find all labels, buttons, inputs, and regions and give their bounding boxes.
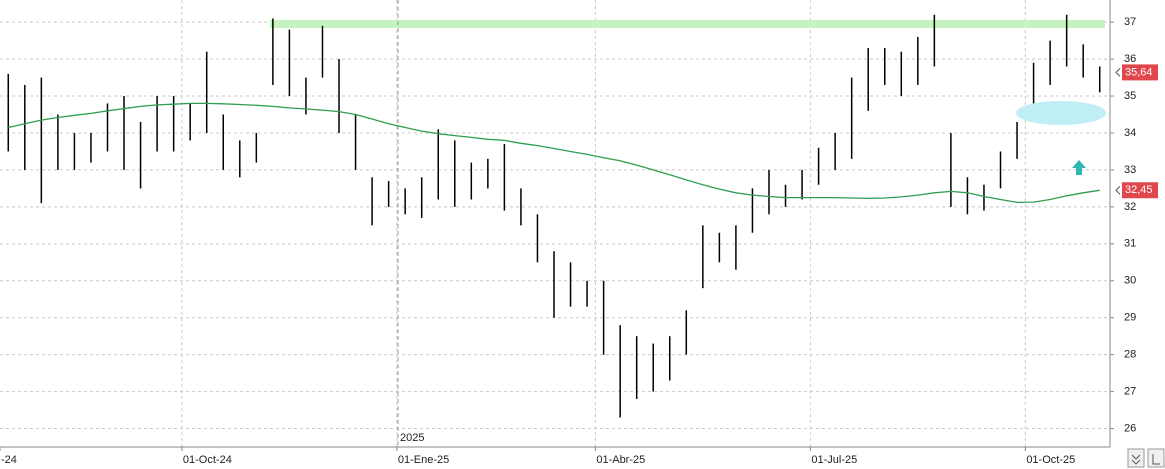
price-pointer	[1115, 185, 1121, 195]
x-tick-label: -24	[1, 454, 17, 466]
y-tick-label: 26	[1124, 422, 1136, 434]
year-label: 2025	[400, 432, 424, 444]
y-tick-label: 34	[1124, 127, 1136, 139]
axis-layer: 26 27 28 29 30 31 32 33 34 35 36 37 -24 01-Oct-24 01-E…	[0, 16, 1158, 466]
y-tick-label: 31	[1124, 238, 1136, 250]
price-label: 35,64	[1125, 66, 1153, 78]
highlight-ellipse	[1016, 101, 1106, 125]
price-label: 32,45	[1125, 184, 1153, 196]
scroll-button[interactable]	[1127, 448, 1145, 468]
y-tick-label: 32	[1124, 201, 1136, 213]
y-tick-label: 36	[1124, 53, 1136, 65]
scroll-button[interactable]	[1147, 448, 1165, 468]
price-label-box	[1122, 64, 1158, 81]
y-tick-label: 28	[1124, 349, 1136, 361]
x-axis-area	[0, 447, 1165, 469]
up-arrow	[1072, 160, 1086, 175]
y-tick-label: 27	[1124, 385, 1136, 397]
price-pointer	[1115, 68, 1121, 77]
y-tick-label: 30	[1124, 275, 1136, 287]
moving-average-line	[8, 102, 1100, 204]
marks-layer	[7, 14, 1101, 418]
scroll-icon	[1131, 454, 1141, 465]
x-tick-label: 01-Oct-25	[1026, 454, 1075, 466]
price-label-box	[1122, 182, 1158, 199]
x-tick-label: 01-Ene-25	[398, 454, 449, 466]
y-tick-label: 29	[1124, 312, 1136, 324]
scroll-icon	[1152, 454, 1160, 465]
x-tick-label: 01-Oct-24	[183, 454, 232, 466]
x-tick-label: 01-Jul-25	[811, 454, 857, 466]
resistance-band	[270, 20, 1105, 28]
y-tick-label: 35	[1124, 90, 1136, 102]
y-tick-label: 37	[1124, 16, 1136, 28]
x-tick-label: 01-Abr-25	[596, 454, 645, 466]
y-tick-label: 33	[1124, 164, 1136, 176]
